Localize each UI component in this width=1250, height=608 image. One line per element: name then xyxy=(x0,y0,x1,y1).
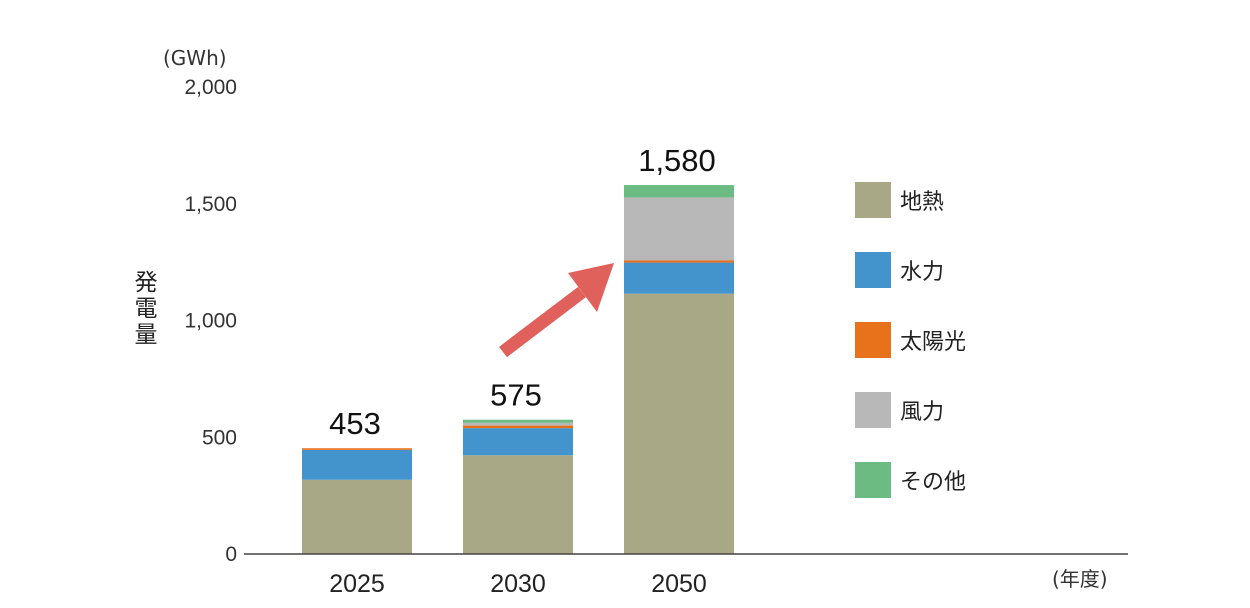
arrow-shaft xyxy=(499,286,586,358)
x-axis-labels: 2025 2030 2050 xyxy=(329,570,707,598)
bar-segment xyxy=(624,262,734,294)
total-label: 575 xyxy=(490,378,542,413)
x-tick-label: 2050 xyxy=(651,570,707,598)
legend-label: 風力 xyxy=(900,400,944,425)
y-tick-label: 1,500 xyxy=(184,193,237,216)
growth-arrow xyxy=(499,263,614,358)
bar-segment xyxy=(463,428,573,456)
total-label: 453 xyxy=(329,406,381,441)
bar-segment xyxy=(463,419,573,423)
y-axis-title: 発電量 xyxy=(135,270,158,348)
bar-segment xyxy=(624,185,734,198)
legend-label: その他 xyxy=(900,470,966,495)
bar-segment xyxy=(463,455,573,554)
arrow-head xyxy=(568,263,614,312)
legend-swatch xyxy=(855,392,891,428)
bar-stack-2050 xyxy=(624,185,734,554)
y-axis-title-char: 発 xyxy=(135,270,158,296)
bar-stack-2025 xyxy=(302,448,412,554)
legend-swatch xyxy=(855,252,891,288)
bar-segment xyxy=(302,449,412,480)
total-label: 1,580 xyxy=(638,143,716,178)
y-tick-label: 0 xyxy=(225,543,237,566)
bar-stack-2030 xyxy=(463,419,573,554)
legend-swatch xyxy=(855,322,891,358)
y-axis-unit: (GWh) xyxy=(163,46,227,70)
bar-segment xyxy=(624,260,734,263)
bar-stacks xyxy=(302,185,734,554)
y-axis-title-char: 量 xyxy=(135,322,158,348)
bar-segment xyxy=(624,293,734,554)
x-axis-unit: (年度) xyxy=(1052,567,1108,591)
total-labels: 453 575 1,580 xyxy=(329,143,716,441)
y-tick-label: 1,000 xyxy=(184,310,237,333)
legend-label: 地熱 xyxy=(900,190,944,215)
legend-swatch xyxy=(855,462,891,498)
bar-segment xyxy=(302,448,412,450)
y-tick-label: 2,000 xyxy=(184,76,237,99)
legend-label: 太陽光 xyxy=(900,330,966,355)
bar-segment xyxy=(624,197,734,261)
legend-swatch xyxy=(855,182,891,218)
y-tick-label: 500 xyxy=(202,426,237,449)
x-tick-label: 2025 xyxy=(329,570,385,598)
bar-segment xyxy=(463,425,573,429)
y-axis-title-char: 電 xyxy=(135,296,158,322)
legend-label: 水力 xyxy=(900,260,944,285)
bar-segment xyxy=(302,479,412,554)
y-axis-ticks: 0 500 1,000 1,500 2,000 xyxy=(184,76,237,566)
x-tick-label: 2030 xyxy=(490,570,546,598)
bar-segment xyxy=(463,422,573,426)
